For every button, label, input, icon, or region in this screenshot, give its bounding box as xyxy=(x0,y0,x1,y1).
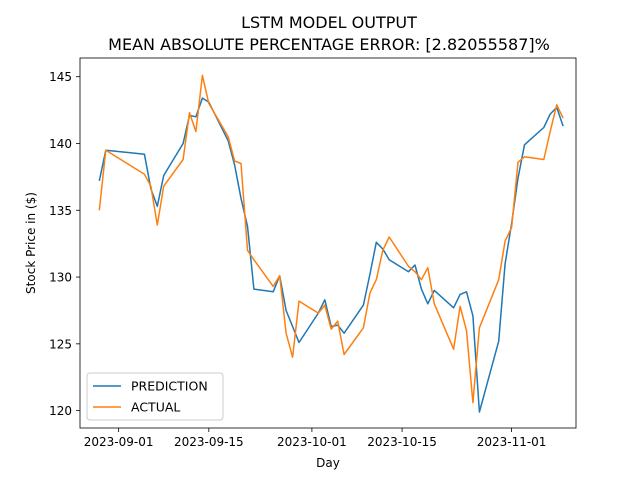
chart-subtitle: MEAN ABSOLUTE PERCENTAGE ERROR: [2.82055… xyxy=(108,35,550,54)
y-tick-label: 135 xyxy=(49,204,72,218)
x-axis: 2023-09-01 2023-09-15 2023-10-01 2023-10-15… xyxy=(84,428,547,449)
y-tick-label: 140 xyxy=(49,137,72,151)
x-tick-label: 2023-09-01 xyxy=(84,435,154,449)
y-tick-label: 145 xyxy=(49,70,72,84)
legend-box xyxy=(86,372,224,421)
plot-frame xyxy=(79,57,577,429)
x-tick-label: 2023-10-15 xyxy=(367,435,437,449)
chart-title: LSTM MODEL OUTPUT xyxy=(241,13,417,32)
legend-label-prediction: PREDICTION xyxy=(131,379,208,394)
x-tick-label: 2023-11-01 xyxy=(477,435,547,449)
series-line-prediction xyxy=(98,97,564,413)
legend-label-actual: ACTUAL xyxy=(131,400,180,415)
y-tick-label: 130 xyxy=(49,271,72,285)
x-tick-label: 2023-09-15 xyxy=(174,435,244,449)
y-axis: 120 125 130 135 140 145 xyxy=(49,70,80,418)
legend: PREDICTION ACTUAL xyxy=(86,372,224,421)
series-line-actual xyxy=(98,74,564,404)
series-layer xyxy=(98,74,564,413)
y-tick-label: 125 xyxy=(49,337,72,351)
x-axis-label: Day xyxy=(316,456,340,470)
x-tick-label: 2023-10-01 xyxy=(277,435,347,449)
y-axis-label: Stock Price in ($) xyxy=(24,192,38,294)
y-tick-label: 120 xyxy=(49,404,72,418)
